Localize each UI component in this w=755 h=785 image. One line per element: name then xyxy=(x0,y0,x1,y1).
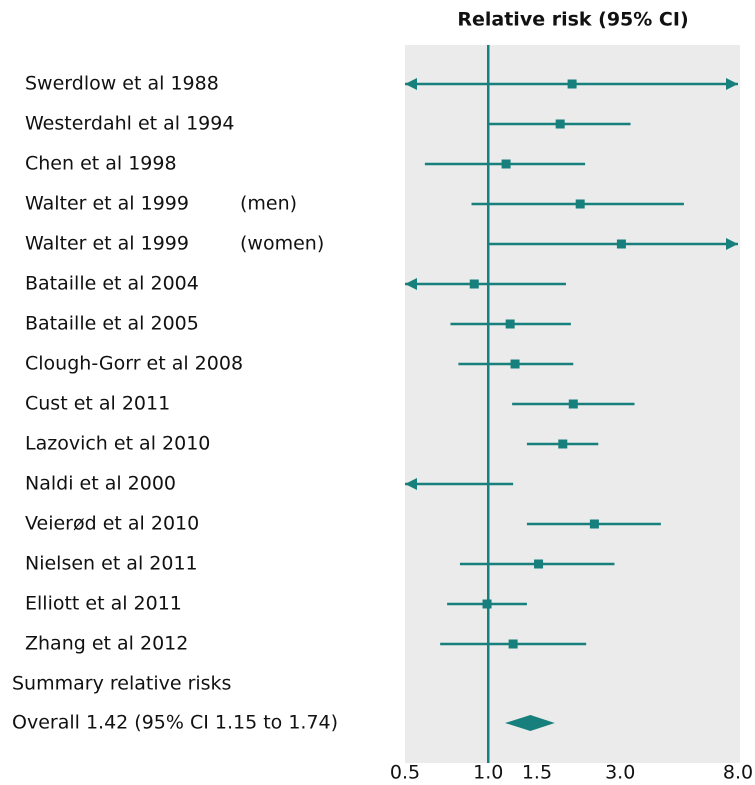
study-name: Bataille et al 2004 xyxy=(25,273,199,295)
point-estimate xyxy=(568,399,578,409)
study-name: Walter et al 1999 xyxy=(25,233,189,255)
point-estimate xyxy=(482,599,492,609)
point-estimate xyxy=(510,359,520,369)
ci-arrow xyxy=(726,238,738,250)
point-estimate xyxy=(469,279,479,289)
x-tick-label: 8.0 xyxy=(723,762,753,784)
ci-arrow xyxy=(405,278,417,290)
study-name: Bataille et al 2005 xyxy=(25,313,199,335)
overall-diamond xyxy=(505,715,555,731)
point-estimate xyxy=(616,239,626,249)
point-estimate xyxy=(505,319,515,329)
study-name: Chen et al 1998 xyxy=(25,153,177,175)
point-estimate xyxy=(589,519,599,529)
x-tick-label: 1.5 xyxy=(522,762,552,784)
point-estimate xyxy=(501,159,511,169)
point-estimate xyxy=(567,79,577,89)
point-estimate xyxy=(555,119,565,129)
point-estimate xyxy=(508,639,518,649)
study-name: Cust et al 2011 xyxy=(25,393,170,415)
study-group: (women) xyxy=(240,233,324,255)
point-estimate xyxy=(575,199,585,209)
study-name: Nielsen et al 2011 xyxy=(25,553,198,575)
point-estimate xyxy=(558,439,568,449)
summary-heading: Summary relative risks xyxy=(12,673,231,695)
study-name: Zhang et al 2012 xyxy=(25,633,188,655)
chart-title: Relative risk (95% CI) xyxy=(457,9,688,31)
study-group: (men) xyxy=(240,193,297,215)
x-tick-label: 1.0 xyxy=(473,762,503,784)
ci-arrow xyxy=(405,478,417,490)
study-name: Westerdahl et al 1994 xyxy=(25,113,234,135)
study-name: Veierød et al 2010 xyxy=(25,513,199,535)
study-name: Naldi et al 2000 xyxy=(25,473,176,495)
x-tick-label: 3.0 xyxy=(605,762,635,784)
point-estimate xyxy=(534,559,544,569)
x-tick-label: 0.5 xyxy=(390,762,420,784)
ci-arrow xyxy=(405,78,417,90)
study-name: Swerdlow et al 1988 xyxy=(25,73,219,95)
study-name: Elliott et al 2011 xyxy=(25,593,182,615)
overall-label: Overall 1.42 (95% CI 1.15 to 1.74) xyxy=(12,712,338,734)
ci-arrow xyxy=(726,78,738,90)
study-name: Walter et al 1999 xyxy=(25,193,189,215)
study-name: Clough-Gorr et al 2008 xyxy=(25,353,243,375)
study-name: Lazovich et al 2010 xyxy=(25,433,210,455)
